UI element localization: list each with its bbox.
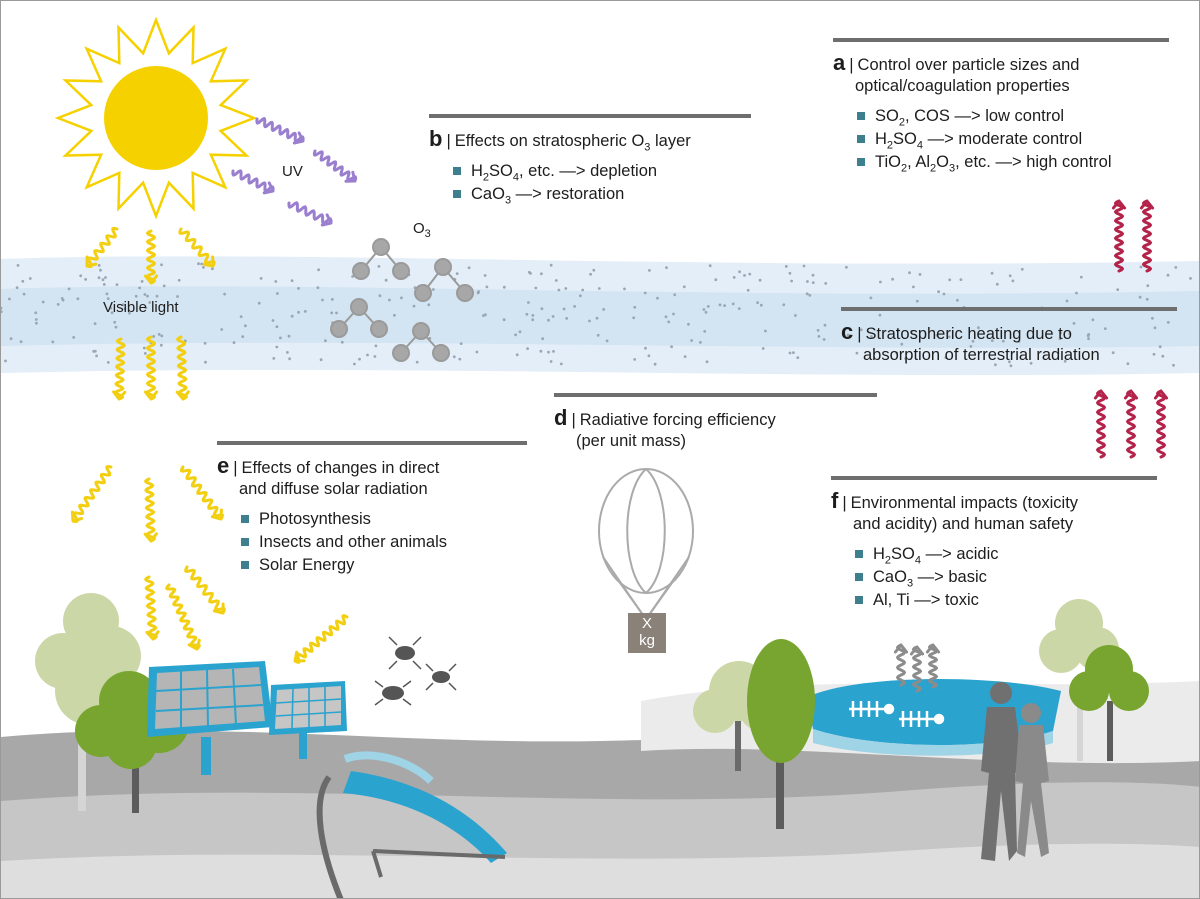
panel-f-item-1: H2SO4 —> acidic xyxy=(855,543,1157,566)
aerosol-particles xyxy=(1,262,1192,368)
panel-b-title: b | Effects on stratospheric O3 layer xyxy=(429,126,691,154)
balloon-icon xyxy=(598,468,694,616)
panel-e-list: Photosynthesis Insects and other animals… xyxy=(217,508,527,577)
panel-e-item-2: Insects and other animals xyxy=(241,531,527,554)
panel-d-rule xyxy=(554,393,877,397)
fish-skeleton-icon xyxy=(849,701,945,727)
visible-light-arrows-upper xyxy=(70,226,349,664)
panel-d-title-line2: (per unit mass) xyxy=(576,432,687,450)
terrestrial-radiation-arrows xyxy=(1093,199,1169,459)
visible-light-label: Visible light xyxy=(103,299,179,316)
stratosphere-band xyxy=(1,256,1199,376)
fumes-icon xyxy=(893,643,941,693)
panel-e-item-3: Solar Energy xyxy=(241,554,527,577)
panel-c-title-line2: absorption of terrestrial radiation xyxy=(863,346,1100,364)
panel-e-title-line2: and diffuse solar radiation xyxy=(239,480,428,498)
solar-panel-small xyxy=(269,681,347,759)
panel-c: c | Stratospheric heating due to absorptio… xyxy=(841,307,1177,366)
solar-trough xyxy=(316,751,507,898)
panel-b-item-2: CaO3 —> restoration xyxy=(453,183,751,206)
panel-d: d | Radiative forcing efficiency (per unit… xyxy=(554,393,877,452)
panel-b: b | Effects on stratospheric O3 layer H2SO… xyxy=(429,114,751,206)
panel-f-title-line2: and acidity) and human safety xyxy=(853,515,1074,533)
tree-light-left xyxy=(35,593,141,811)
panel-a-rule xyxy=(833,38,1169,42)
panel-e-rule xyxy=(217,441,527,445)
panel-a-item-1: SO2, COS —> low control xyxy=(857,105,1169,128)
uv-arrows xyxy=(231,117,358,227)
people-icon xyxy=(981,682,1049,861)
tree-dark-right-b xyxy=(1069,645,1149,761)
panel-a-title-line2: optical/coagulation properties xyxy=(855,77,1070,95)
ozone-molecules xyxy=(330,238,474,362)
panel-e-item-1: Photosynthesis xyxy=(241,508,527,531)
ground xyxy=(1,681,1199,898)
ozone-label: O3 xyxy=(413,220,431,240)
panel-a-list: SO2, COS —> low control H2SO4 —> moderat… xyxy=(833,105,1169,174)
panel-b-item-1: H2SO4, etc. —> depletion xyxy=(453,160,751,183)
panel-f-item-3: Al, Ti —> toxic xyxy=(855,589,1157,612)
panel-a-item-2: H2SO4 —> moderate control xyxy=(857,128,1169,151)
insects-icon xyxy=(374,636,457,706)
panel-b-list: H2SO4, etc. —> depletion CaO3 —> restora… xyxy=(429,160,751,206)
panel-e: e | Effects of changes in direct and diffu… xyxy=(217,441,527,577)
sun-icon xyxy=(54,16,258,220)
solar-panel-large xyxy=(147,661,273,775)
panel-a: a | Control over particle sizes and optica… xyxy=(833,38,1169,174)
tree-dark-right-a xyxy=(747,639,815,829)
panel-b-rule xyxy=(429,114,751,118)
panel-d-title: d | Radiative forcing efficiency xyxy=(554,405,776,430)
panel-a-item-3: TiO2, Al2O3, etc. —> high control xyxy=(857,151,1169,174)
panel-f: f | Environmental impacts (toxicity and ac… xyxy=(831,476,1157,612)
panel-c-title: c | Stratospheric heating due to xyxy=(841,319,1072,344)
panel-a-title: a | Control over particle sizes and xyxy=(833,50,1080,75)
panel-e-title: e | Effects of changes in direct xyxy=(217,453,440,478)
panel-f-list: H2SO4 —> acidic CaO3 —> basic Al, Ti —> … xyxy=(831,543,1157,612)
panel-f-rule xyxy=(831,476,1157,480)
panel-f-title: f | Environmental impacts (toxicity xyxy=(831,488,1079,513)
panel-f-item-2: CaO3 —> basic xyxy=(855,566,1157,589)
payload-box xyxy=(628,613,666,653)
panel-c-rule xyxy=(841,307,1177,311)
uv-label: UV xyxy=(282,163,303,180)
